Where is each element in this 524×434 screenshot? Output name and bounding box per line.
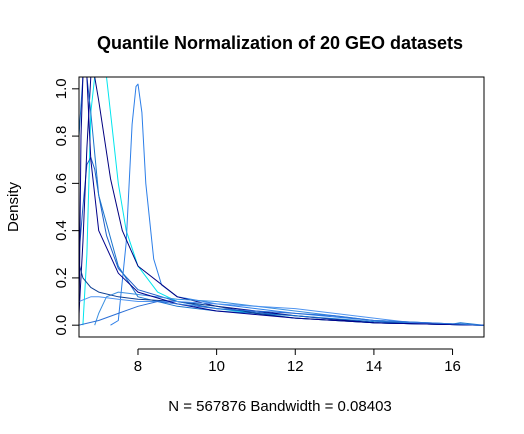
y-tick-label: 0.8: [53, 126, 70, 147]
x-tick-label: 8: [134, 358, 142, 375]
density-curve: [110, 83, 484, 326]
x-tick-label: 10: [208, 358, 225, 375]
x-tick-label: 16: [444, 358, 461, 375]
plot-frame: [78, 76, 485, 338]
series-layer: [79, 77, 484, 326]
y-tick-label: 0.2: [53, 267, 70, 288]
density-curve: [79, 301, 484, 326]
y-axis: 0.0 0.2 0.4 0.6 0.8 1.0: [53, 78, 80, 336]
y-tick-label: 1.0: [53, 78, 70, 99]
density-curve: [79, 77, 484, 326]
density-curve: [79, 77, 484, 326]
density-curve: [79, 156, 484, 326]
x-axis-label: N = 567876 Bandwidth = 0.08403: [168, 398, 392, 415]
density-curve: [82, 77, 484, 326]
y-tick-label: 0.0: [53, 315, 70, 336]
y-axis-label: Density: [5, 181, 22, 232]
density-curve: [79, 296, 484, 326]
x-tick-label: 12: [287, 358, 304, 375]
x-tick-label: 14: [366, 358, 383, 375]
y-tick-label: 0.4: [53, 220, 70, 241]
density-curve: [79, 77, 484, 326]
x-axis: 8 10 12 14 16: [134, 348, 461, 375]
y-tick-label: 0.6: [53, 173, 70, 194]
chart-title: Quantile Normalization of 20 GEO dataset…: [97, 33, 463, 53]
